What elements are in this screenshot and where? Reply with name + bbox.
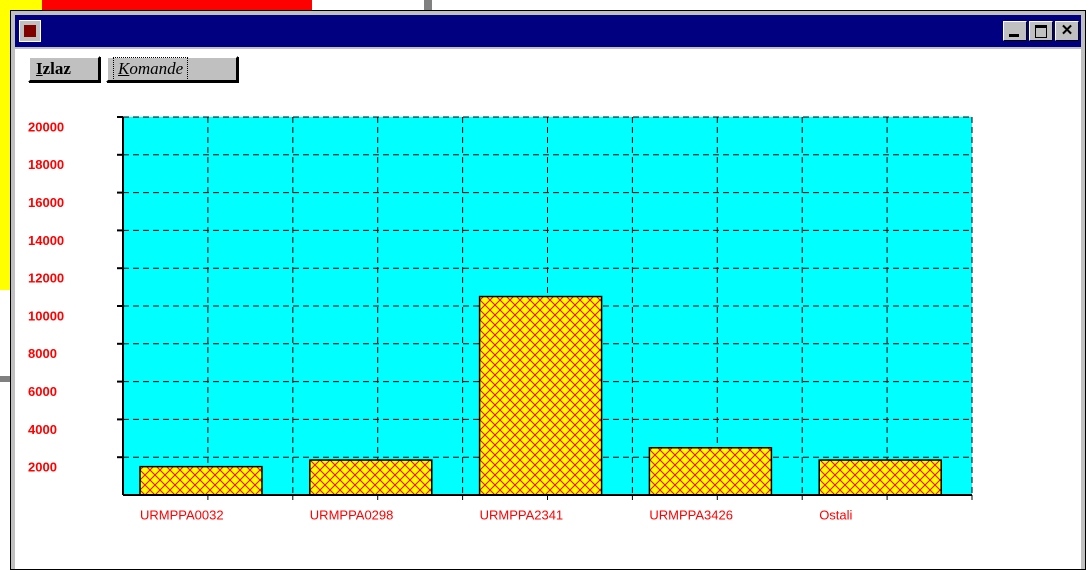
bar xyxy=(648,447,773,496)
y-tick-label: 2000 xyxy=(28,460,57,475)
x-tick-label: Ostali xyxy=(819,507,852,522)
y-tick-label: 16000 xyxy=(28,195,64,210)
maximize-button[interactable] xyxy=(1029,21,1053,41)
menu-button-label: Izlaz xyxy=(36,59,71,78)
menu-button[interactable]: Komande xyxy=(106,56,238,82)
desktop-line xyxy=(0,376,12,382)
y-tick-label: 4000 xyxy=(28,422,57,437)
x-tick-label: URMPPA3426 xyxy=(649,507,733,522)
close-button[interactable]: ✕ xyxy=(1055,21,1079,41)
bar xyxy=(139,465,263,496)
menu-button[interactable]: Izlaz xyxy=(28,56,100,82)
bar xyxy=(478,295,603,496)
app-icon[interactable] xyxy=(19,20,41,42)
minimize-button[interactable] xyxy=(1003,21,1027,41)
bar xyxy=(818,459,942,496)
title-bar: ✕ xyxy=(15,15,1081,47)
desktop-red xyxy=(42,0,312,12)
y-tick-label: 18000 xyxy=(28,157,64,172)
desktop-yellow xyxy=(0,0,12,290)
x-tick-label: URMPPA0032 xyxy=(140,507,224,522)
y-tick-label: 20000 xyxy=(28,119,64,134)
x-tick-label: URMPPA0298 xyxy=(310,507,394,522)
y-tick-label: 6000 xyxy=(28,384,57,399)
y-tick-label: 10000 xyxy=(28,308,64,323)
desktop-bar xyxy=(424,0,432,12)
x-tick-label: URMPPA2341 xyxy=(480,507,564,522)
y-tick-label: 12000 xyxy=(28,271,64,286)
y-tick-label: 8000 xyxy=(28,346,57,361)
bar xyxy=(309,459,433,496)
menu-button-label: Komande xyxy=(112,57,189,81)
y-tick-label: 14000 xyxy=(28,233,64,248)
desktop-yellow-top xyxy=(0,0,42,12)
chart: 2000 4000 6000 8000 10000 12000 14000 16000 1800… xyxy=(28,116,973,522)
